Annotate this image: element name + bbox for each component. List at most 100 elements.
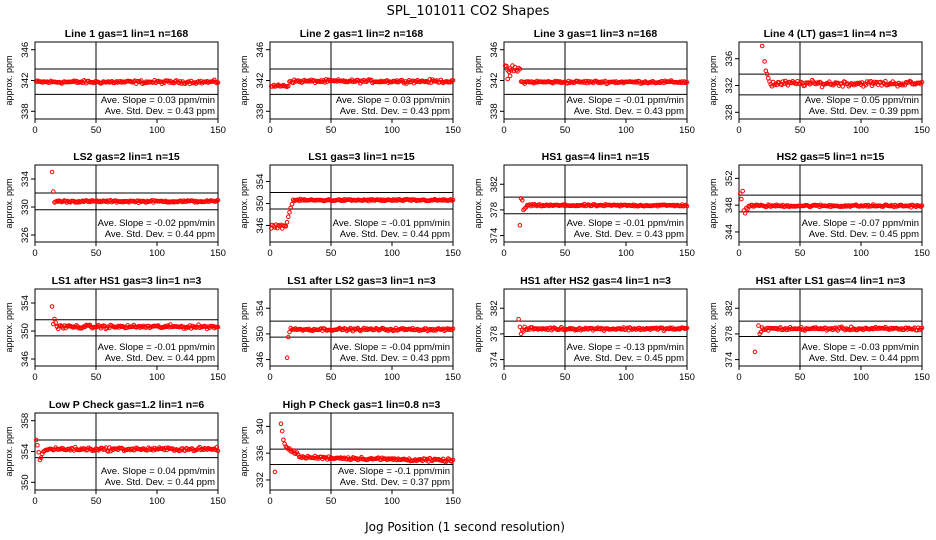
y-axis-label: approx. ppm [239,55,249,105]
data-point [919,79,925,85]
x-tick-label: 100 [149,248,165,259]
slope-slope: -0.03 [856,342,880,353]
y-tick-label: 330 [20,199,31,215]
sd-sd: 0.44 [173,353,194,364]
x-tick-label: 150 [210,496,226,507]
data-point [752,349,758,355]
data-point [49,304,55,309]
y-tick-label: 354 [20,444,31,460]
data-point [520,198,525,203]
y-tick-label: 346 [255,42,266,58]
data-point [517,324,523,330]
sd-sd: 0.44 [877,353,898,364]
data-point [35,443,40,448]
sd-sd-unit: ppm [429,229,450,240]
sd-sd-label: Ave. Std. Dev. = [340,353,408,364]
panel-title: LS1 after LS2 gas=3 lin=1 n=3 [287,275,436,287]
y-tick-label: 346 [255,352,266,368]
x-tick-label: 100 [384,248,400,259]
slope-slope-unit: ppm/min [176,342,215,353]
plot-frame [34,288,219,367]
x-tick-label: 100 [384,125,400,136]
slope-slope: -0.13 [621,342,645,353]
data-point [289,201,295,207]
x-tick-label: 150 [210,372,226,383]
sd-sd: 0.37 [408,477,429,488]
x-tick-label: 50 [560,248,571,259]
sd-sd: 0.43 [408,106,429,117]
sd-annotation: Ave. Std. Dev. = 0.44 ppm [105,229,215,240]
slope-slope: 0.03 [390,95,411,106]
data-point [215,80,221,85]
x-tick-label: 100 [384,372,400,383]
y-tick-label: 352 [724,170,735,186]
x-tick-label: 50 [91,496,102,507]
sd-annotation: Ave. Std. Dev. = 0.43 ppm [340,106,450,117]
slope-slope-label: Ave. Slope = [802,342,856,353]
data-point [284,355,290,361]
plot-frame [34,164,219,243]
sd-sd: 0.44 [408,229,429,240]
data-point [53,320,59,325]
panel-title: Low P Check gas=1.2 lin=1 n=6 [49,399,204,411]
slope-slope-label: Ave. Slope = [567,95,621,106]
sd-sd-unit: ppm [194,353,215,364]
slope-annotation: Ave. Slope = -0.1 ppm/min [338,466,450,477]
slope-slope-label: Ave. Slope = [101,466,155,477]
y-axis-label: approx. ppm [4,302,14,352]
figure-title: SPL_101011 CO2 Shapes [387,4,550,19]
slope-slope: -0.04 [387,342,411,353]
data-point [769,83,775,89]
y-axis-label: approx. ppm [708,302,718,352]
sd-sd-label: Ave. Std. Dev. = [574,106,642,117]
sd-sd-label: Ave. Std. Dev. = [809,106,877,117]
y-axis-label: approx. ppm [239,426,249,476]
chart-panel-3: Line 3 gas=1 lin=3 n=168 0 50 100 150 338 342 3… [473,28,695,136]
y-axis-label: approx. ppm [708,55,718,105]
sd-sd-label: Ave. Std. Dev. = [340,229,408,240]
panel-title: High P Check gas=1 lin=0.8 n=3 [283,399,441,411]
chart-panel-11: HS1 after HS2 gas=4 lin=1 n=3 0 50 100 150 37… [473,275,695,383]
data-point [51,189,56,194]
y-tick-label: 374 [724,352,735,368]
x-tick-label: 100 [384,496,400,507]
panel-title: LS2 gas=2 lin=1 n=15 [73,151,180,163]
data-point [188,326,194,331]
data-point [190,323,195,329]
x-tick-label: 50 [795,372,806,383]
sd-sd-unit: ppm [663,229,684,240]
data-point [883,78,888,84]
y-tick-label: 328 [724,104,735,120]
data-point [283,224,289,229]
sd-annotation: Ave. Std. Dev. = 0.37 ppm [340,477,450,488]
x-tick-label: 150 [679,125,695,136]
sd-annotation: Ave. Std. Dev. = 0.43 ppm [574,106,684,117]
slope-slope-unit: ppm/min [176,218,215,229]
data-point [215,198,221,203]
y-tick-label: 326 [20,227,31,243]
data-point [55,326,61,332]
y-tick-label: 382 [724,300,735,316]
slope-annotation: Ave. Slope = -0.01 ppm/min [98,342,215,353]
slope-slope-unit: ppm/min [176,466,215,477]
sd-sd-label: Ave. Std. Dev. = [340,477,408,488]
y-tick-label: 350 [20,474,31,490]
slope-slope-unit: ppm/min [645,342,684,353]
x-tick-label: 0 [32,248,37,259]
sd-annotation: Ave. Std. Dev. = 0.45 ppm [809,229,919,240]
chart-panel-2: Line 2 gas=1 lin=2 n=168 0 50 100 150 338 342 3… [239,28,461,136]
data-point [287,210,292,215]
data-point [655,203,661,209]
slope-slope-unit: ppm/min [411,342,450,353]
x-tick-label: 150 [914,248,930,259]
panel-title: LS1 after HS1 gas=3 lin=1 n=3 [52,275,202,287]
x-tick-label: 50 [326,248,337,259]
panel-title: Line 1 gas=1 lin=1 n=168 [65,28,189,40]
chart-panel-7: HS1 gas=4 lin=1 n=15 0 50 100 150 374 378 382 ap… [473,151,695,259]
data-point [309,77,314,83]
slope-slope-label: Ave. Slope = [338,466,392,477]
data-point [919,203,925,208]
data-point [186,79,191,84]
slope-annotation: Ave. Slope = -0.03 ppm/min [802,342,919,353]
